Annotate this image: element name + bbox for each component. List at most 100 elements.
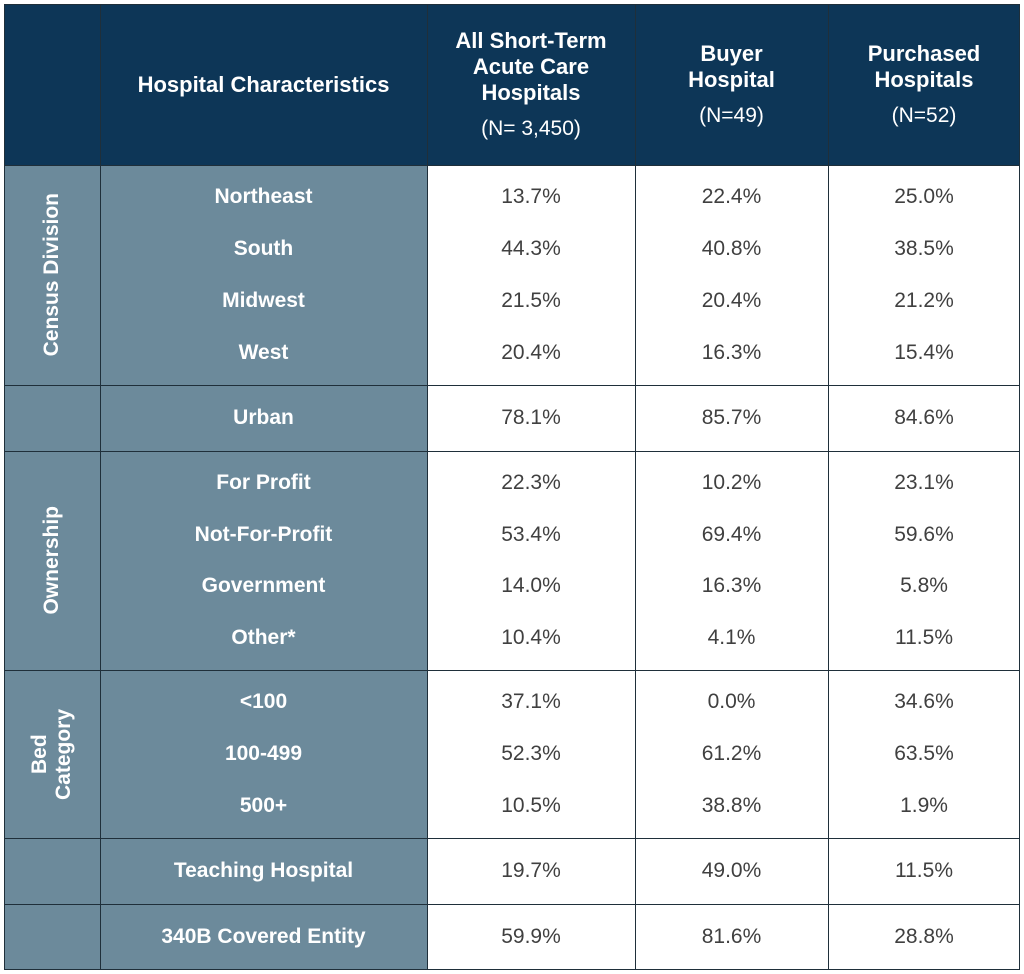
row-label: <100: [239, 690, 288, 713]
value-cell: 49.0%: [701, 859, 762, 882]
value-cell: 10.2%: [701, 470, 762, 494]
column-n-count: (N= 3,450): [481, 116, 581, 140]
values-census-col-1: 13.7% 44.3% 21.5% 20.4%: [427, 165, 635, 385]
value-cell: 5.8%: [900, 574, 948, 598]
values-census-col-2: 22.4% 40.8% 20.4% 16.3%: [635, 165, 828, 385]
grid-line: [4, 4, 5, 970]
value-cell: 22.3%: [501, 470, 561, 494]
grid-line: [4, 385, 1020, 386]
grid-line: [4, 451, 1020, 452]
row-labels-bed: <100 100-499 500+: [100, 670, 427, 838]
group-census: Census Division: [4, 165, 100, 385]
value-cell: 63.5%: [894, 742, 954, 765]
values-covered-col-1: 59.9%: [427, 904, 635, 970]
value-cell: 21.2%: [894, 289, 954, 312]
row-labels-urban: Urban: [100, 385, 427, 451]
value-cell: 59.9%: [501, 925, 561, 948]
grid-line: [828, 4, 829, 970]
value-cell: 69.4%: [701, 522, 762, 546]
row-labels-ownership: For Profit Not-For-Profit Government Other*: [100, 451, 427, 670]
row-label: 100-499: [224, 742, 303, 765]
group-empty: [4, 385, 100, 451]
value-cell: 44.3%: [501, 237, 561, 260]
group-empty: [4, 904, 100, 970]
grid-line: [4, 4, 1020, 5]
value-cell: 52.3%: [501, 742, 561, 765]
value-cell: 11.5%: [895, 859, 953, 882]
row-label: For Profit: [216, 470, 311, 494]
group-empty: [4, 838, 100, 904]
grid-line: [4, 904, 1020, 905]
row-labels-covered: 340B Covered Entity: [100, 904, 427, 970]
values-bed-col-3: 34.6% 63.5% 1.9%: [828, 670, 1020, 838]
header-characteristics-label: Hospital Characteristics: [137, 71, 390, 97]
value-cell: 0.0%: [707, 690, 756, 713]
value-cell: 61.2%: [701, 742, 762, 765]
row-label: South: [233, 237, 294, 260]
value-cell: 22.4%: [701, 185, 762, 208]
header-column-3: Purchased Hospitals (N=52): [828, 4, 1020, 165]
value-cell: 20.4%: [701, 289, 762, 312]
values-ownership-col-1: 22.3% 53.4% 14.0% 10.4%: [427, 451, 635, 670]
values-covered-col-2: 81.6%: [635, 904, 828, 970]
value-cell: 1.9%: [900, 794, 948, 817]
row-labels-census: Northeast South Midwest West: [100, 165, 427, 385]
row-label: Urban: [233, 406, 294, 429]
value-cell: 4.1%: [707, 626, 756, 650]
values-ownership-col-2: 10.2% 69.4% 16.3% 4.1%: [635, 451, 828, 670]
hospital-characteristics-table: Hospital Characteristics All Short-Term A…: [4, 4, 1020, 970]
header-column-2: Buyer Hospital (N=49): [635, 4, 828, 165]
value-cell: 38.8%: [701, 794, 762, 817]
value-cell: 37.1%: [501, 690, 561, 713]
value-cell: 21.5%: [501, 289, 561, 312]
value-cell: 34.6%: [894, 690, 954, 713]
values-urban-col-2: 85.7%: [635, 385, 828, 451]
row-label: 340B Covered Entity: [161, 925, 366, 948]
column-n-count: (N=49): [699, 103, 764, 127]
grid-line: [1019, 4, 1020, 970]
grid-line: [635, 4, 636, 970]
value-cell: 10.5%: [501, 794, 561, 817]
group-bed: Bed Category: [4, 670, 100, 838]
value-cell: 85.7%: [701, 406, 762, 429]
header-corner-cell: [4, 4, 100, 165]
values-teaching-col-1: 19.7%: [427, 838, 635, 904]
group-label: Ownership: [40, 506, 63, 615]
group-label: Census Division: [40, 193, 63, 357]
column-title: All Short-Term Acute Care Hospitals: [455, 27, 607, 105]
row-label: West: [238, 341, 289, 364]
row-labels-teaching: Teaching Hospital: [100, 838, 427, 904]
row-label: Midwest: [222, 289, 305, 312]
values-bed-col-1: 37.1% 52.3% 10.5%: [427, 670, 635, 838]
value-cell: 78.1%: [501, 406, 561, 429]
value-cell: 13.7%: [501, 185, 561, 208]
column-n-count: (N=52): [891, 103, 957, 127]
values-bed-col-2: 0.0% 61.2% 38.8%: [635, 670, 828, 838]
row-label: Government: [201, 574, 326, 598]
grid-line: [100, 4, 101, 970]
grid-line: [4, 969, 1020, 970]
grid-line: [4, 165, 1020, 166]
column-title: Buyer Hospital: [688, 40, 775, 92]
values-covered-col-3: 28.8%: [828, 904, 1020, 970]
group-ownership: Ownership: [4, 451, 100, 670]
values-teaching-col-2: 49.0%: [635, 838, 828, 904]
column-title: Purchased Hospitals: [867, 40, 981, 92]
value-cell: 84.6%: [894, 406, 954, 429]
row-label: Other*: [231, 626, 296, 650]
value-cell: 19.7%: [501, 859, 561, 882]
value-cell: 10.4%: [501, 626, 561, 650]
value-cell: 40.8%: [701, 237, 762, 260]
value-cell: 11.5%: [895, 626, 953, 650]
grid-line: [4, 670, 1020, 671]
values-census-col-3: 25.0% 38.5% 21.2% 15.4%: [828, 165, 1020, 385]
value-cell: 14.0%: [501, 574, 561, 598]
values-urban-col-1: 78.1%: [427, 385, 635, 451]
values-teaching-col-3: 11.5%: [828, 838, 1020, 904]
value-cell: 15.4%: [894, 341, 954, 364]
value-cell: 16.3%: [701, 341, 762, 364]
value-cell: 28.8%: [894, 925, 954, 948]
row-label: Not-For-Profit: [194, 522, 333, 546]
grid-line: [427, 4, 428, 970]
row-label: 500+: [239, 794, 288, 817]
